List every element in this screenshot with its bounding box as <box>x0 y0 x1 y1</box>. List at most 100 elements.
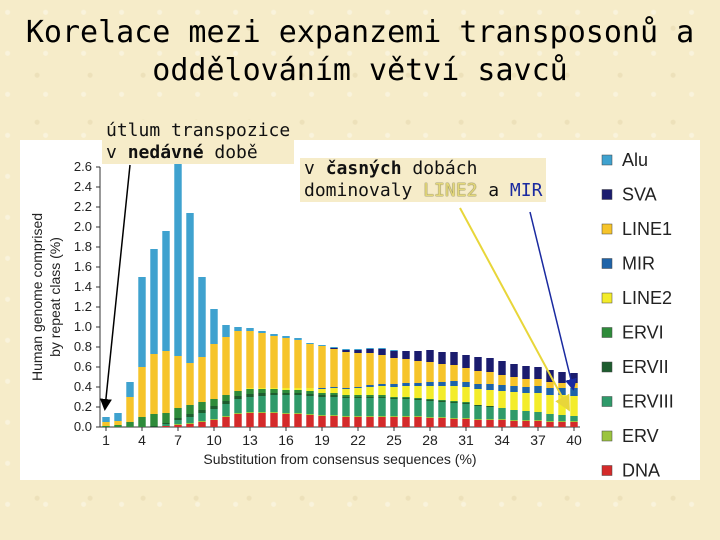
bar-segment-line2 <box>522 393 530 411</box>
bar-segment-ervi <box>210 399 218 406</box>
bar-segment-dna <box>318 416 326 427</box>
bar-segment-dna <box>486 420 494 427</box>
bar-segment-erv <box>498 419 506 420</box>
y-tick-label: 2.2 <box>74 199 92 214</box>
bar-segment-sva <box>438 352 446 364</box>
bar-segment-ervi <box>426 399 434 400</box>
bar-segment-erv <box>546 421 554 422</box>
bar-segment-sva <box>498 361 506 375</box>
bar-segment-erv <box>570 421 578 422</box>
x-tick-label: 19 <box>314 432 330 448</box>
bar-segment-erviii <box>486 407 494 419</box>
y-tick-label: 0.2 <box>74 399 92 414</box>
bar-segment-line1 <box>258 333 266 388</box>
bar-segment-erviii <box>522 411 530 420</box>
bar-segment-erviii <box>366 398 374 416</box>
bar-segment-sva <box>390 351 398 358</box>
bar-segment-ervi <box>222 395 230 401</box>
bar-segment-mir <box>414 383 422 386</box>
bar-segment-sva <box>546 370 554 382</box>
bar-segment-alu <box>174 161 182 356</box>
legend-swatch-line2 <box>601 292 613 304</box>
bar-segment-erviii <box>294 395 302 413</box>
bar-segment-ervi <box>294 390 302 393</box>
bar-segment-line2 <box>294 388 302 390</box>
slide-title: Korelace mezi expanzemi transposonů a od… <box>20 14 700 90</box>
bar-segment-erv <box>186 423 194 424</box>
bar-segment-alu <box>258 331 266 333</box>
bar-segment-erviii <box>426 401 434 417</box>
y-tick-label: 2.0 <box>74 219 92 234</box>
bar-segment-line2 <box>474 389 482 405</box>
bar-segment-mir <box>366 385 374 387</box>
bar-segment-ervi <box>306 391 314 394</box>
y-tick-label: 2.6 <box>74 159 92 174</box>
bar-segment-ervi <box>102 426 110 427</box>
bar-segment-ervii <box>462 403 470 404</box>
bar-segment-line1 <box>174 356 182 408</box>
bar-segment-erv <box>486 419 494 420</box>
bar-segment-erv <box>342 416 350 417</box>
bar-segment-sva <box>474 357 482 371</box>
bar-segment-erv <box>378 416 386 417</box>
bar-segment-erv <box>534 420 542 421</box>
bar-segment-ervii <box>414 399 422 400</box>
bar-segment-line1 <box>282 338 290 388</box>
bar-segment-dna <box>186 424 194 427</box>
bar-segment-dna <box>402 417 410 427</box>
y-tick-label: 0.8 <box>74 339 92 354</box>
bar-segment-alu <box>162 231 170 351</box>
legend-label-erv: ERV <box>622 426 659 446</box>
bar-segment-sva <box>534 367 542 379</box>
bar-segment-ervi <box>342 395 350 397</box>
bar-segment-dna <box>498 420 506 427</box>
bar-segment-ervii <box>162 423 170 424</box>
bar-segment-line1 <box>306 344 314 388</box>
bar-segment-erviii <box>258 396 266 412</box>
legend-swatch-erv <box>601 430 613 442</box>
y-tick-label: 1.0 <box>74 319 92 334</box>
bar-segment-ervii <box>258 393 266 396</box>
bar-segment-erviii <box>558 415 566 421</box>
bar-segment-mir <box>402 383 410 386</box>
bar-segment-erviii <box>246 397 254 412</box>
bar-segment-line2 <box>330 388 338 393</box>
bar-segment-alu <box>198 277 206 357</box>
bar-segment-dna <box>222 417 230 427</box>
x-axis-label: Substitution from consensus sequences (%… <box>203 451 476 467</box>
bar-segment-ervii <box>330 395 338 397</box>
y-tick-label: 1.2 <box>74 299 92 314</box>
legend-swatch-dna <box>601 465 613 476</box>
bar-segment-line1 <box>234 331 242 391</box>
bar-segment-sva <box>402 351 410 359</box>
x-tick-label: 25 <box>386 432 402 448</box>
bar-segment-line2 <box>510 392 518 410</box>
bar-segment-mir <box>534 386 542 393</box>
legend-swatch-mir <box>601 258 613 269</box>
slide-title-line1: Korelace mezi expanzemi transposonů a <box>25 15 695 50</box>
bar-segment-ervi <box>438 400 446 401</box>
bar-segment-erviii <box>186 417 194 423</box>
bar-segment-mir <box>546 388 554 395</box>
bar-segment-ervi <box>390 397 398 398</box>
bar-segment-ervii <box>222 401 230 404</box>
y-tick-label: 1.8 <box>74 239 92 254</box>
bar-segment-erv <box>306 414 314 415</box>
bar-segment-dna <box>198 422 206 427</box>
bar-segment-ervi <box>270 389 278 393</box>
bar-segment-line1 <box>102 422 110 426</box>
bar-segment-erviii <box>462 404 470 418</box>
bar-segment-erv <box>294 413 302 414</box>
bar-segment-dna <box>258 413 266 427</box>
bar-segment-erv <box>246 412 254 413</box>
bar-segment-alu <box>246 328 254 331</box>
bar-segment-mir <box>498 385 506 391</box>
bar-segment-erv <box>510 420 518 421</box>
legend-label-line1: LINE1 <box>622 219 672 239</box>
bar-segment-ervii <box>378 397 386 398</box>
bar-segment-alu <box>282 336 290 338</box>
bar-segment-ervii <box>474 405 482 406</box>
bar-segment-erviii <box>330 397 338 415</box>
bar-segment-line1 <box>330 349 338 387</box>
bar-segment-line2 <box>270 388 278 389</box>
